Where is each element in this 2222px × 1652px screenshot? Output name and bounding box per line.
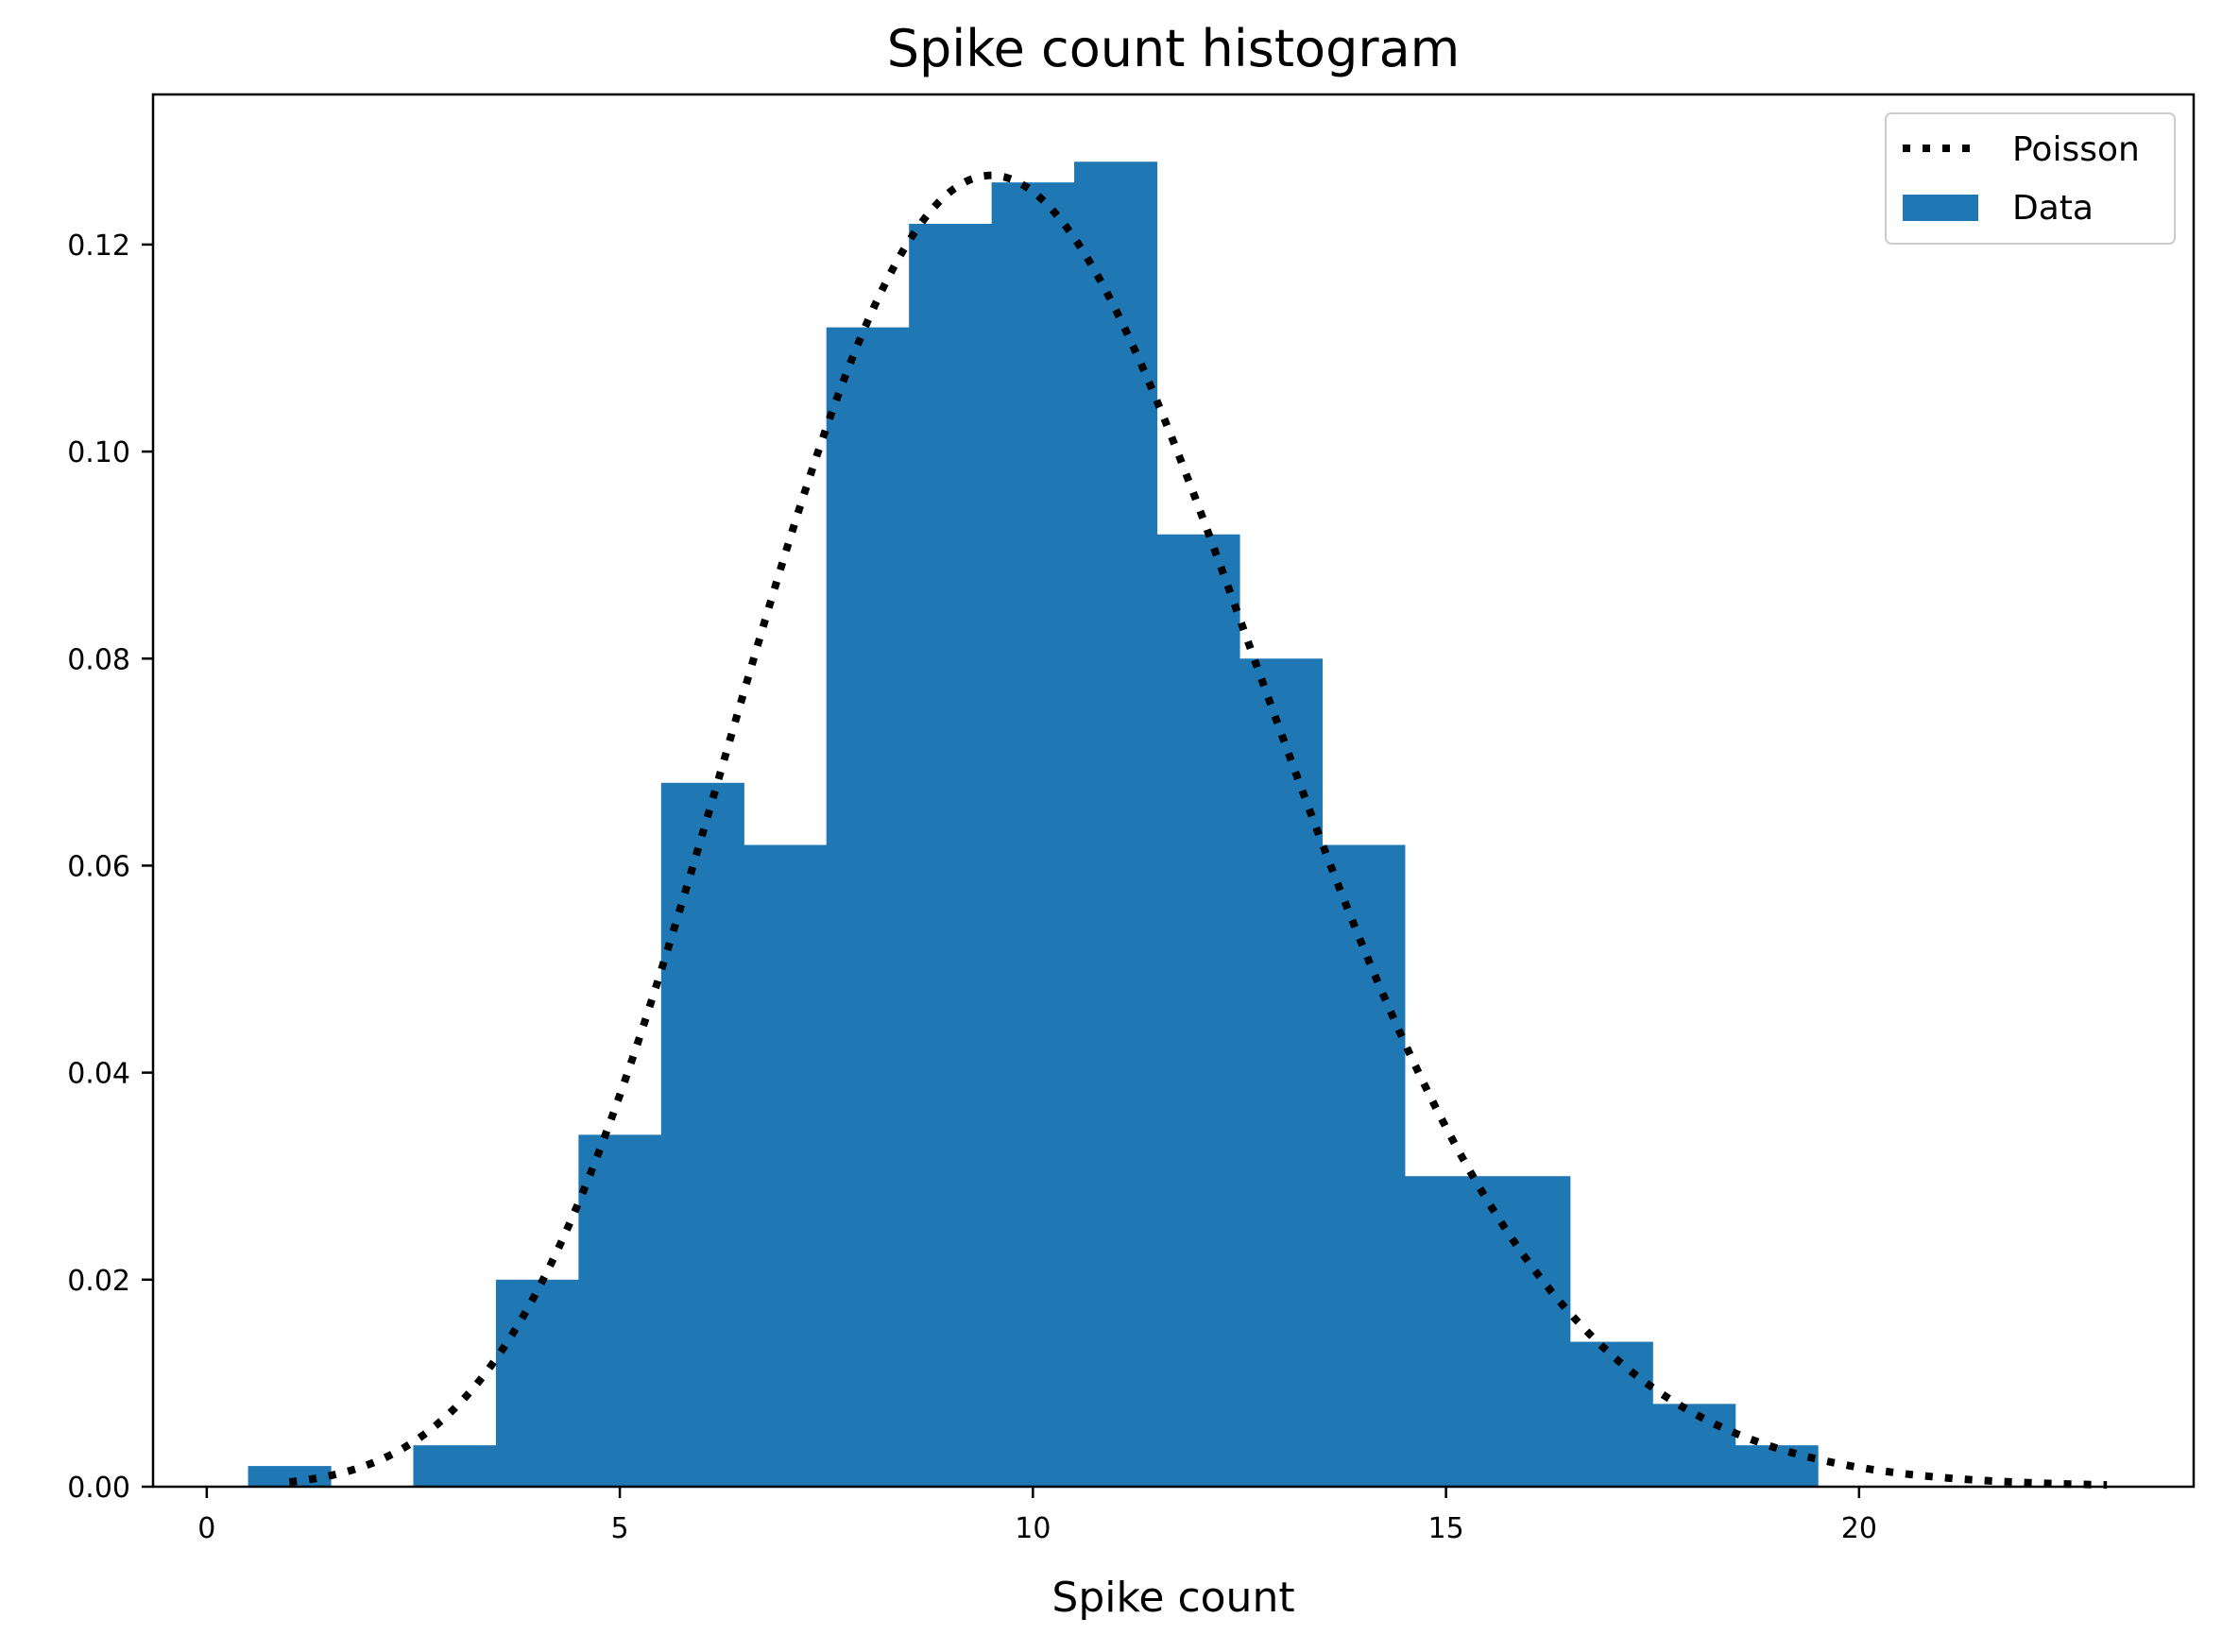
y-axis-ticks: 0.00 0.02 0.04 0.06 0.08 0.10 0.12 xyxy=(67,230,153,1505)
x-axis-label: Spike count xyxy=(1051,1574,1294,1622)
legend-data-swatch xyxy=(1903,195,1978,221)
histogram-bar xyxy=(1322,844,1406,1487)
legend-data-label: Data xyxy=(2012,189,2094,228)
histogram-bar xyxy=(744,844,828,1487)
histogram-bar xyxy=(1569,1341,1653,1487)
plot-frame xyxy=(151,93,2196,1489)
x-tick-label: 20 xyxy=(1841,1512,1877,1545)
legend-poisson-label: Poisson xyxy=(2012,130,2140,169)
y-tick-label: 0.06 xyxy=(67,850,130,883)
histogram-bar xyxy=(1239,658,1324,1487)
poisson-line xyxy=(288,171,2108,1490)
x-tick-label: 10 xyxy=(1015,1512,1051,1545)
y-tick-label: 0.04 xyxy=(67,1058,130,1091)
histogram-bar xyxy=(991,182,1075,1487)
histogram-bar xyxy=(495,1279,579,1487)
histogram-bar xyxy=(1156,534,1240,1487)
y-tick-label: 0.12 xyxy=(67,230,130,263)
histogram-bars xyxy=(248,162,1819,1487)
y-tick-label: 0.10 xyxy=(67,436,130,469)
legend: Poisson Data xyxy=(1885,112,2176,245)
x-axis-ticks: 0 5 10 15 20 xyxy=(197,1487,1877,1545)
chart-title: Spike count histogram xyxy=(887,19,1461,78)
histogram-bar xyxy=(660,782,744,1487)
x-tick-label: 5 xyxy=(611,1512,629,1545)
histogram-bar xyxy=(413,1445,497,1487)
histogram-bar xyxy=(578,1134,662,1487)
histogram-bar xyxy=(826,327,910,1487)
y-tick-label: 0.02 xyxy=(67,1265,130,1298)
x-tick-label: 0 xyxy=(197,1512,215,1545)
y-tick-label: 0.08 xyxy=(67,643,130,676)
histogram-bar xyxy=(1487,1176,1571,1487)
x-tick-label: 15 xyxy=(1427,1512,1463,1545)
histogram-bar xyxy=(909,223,993,1487)
histogram-bar xyxy=(1735,1445,1819,1487)
histogram-bar xyxy=(1404,1176,1488,1487)
y-tick-label: 0.00 xyxy=(67,1472,130,1505)
histogram-bar xyxy=(1652,1404,1736,1487)
histogram-bar xyxy=(1074,162,1158,1487)
